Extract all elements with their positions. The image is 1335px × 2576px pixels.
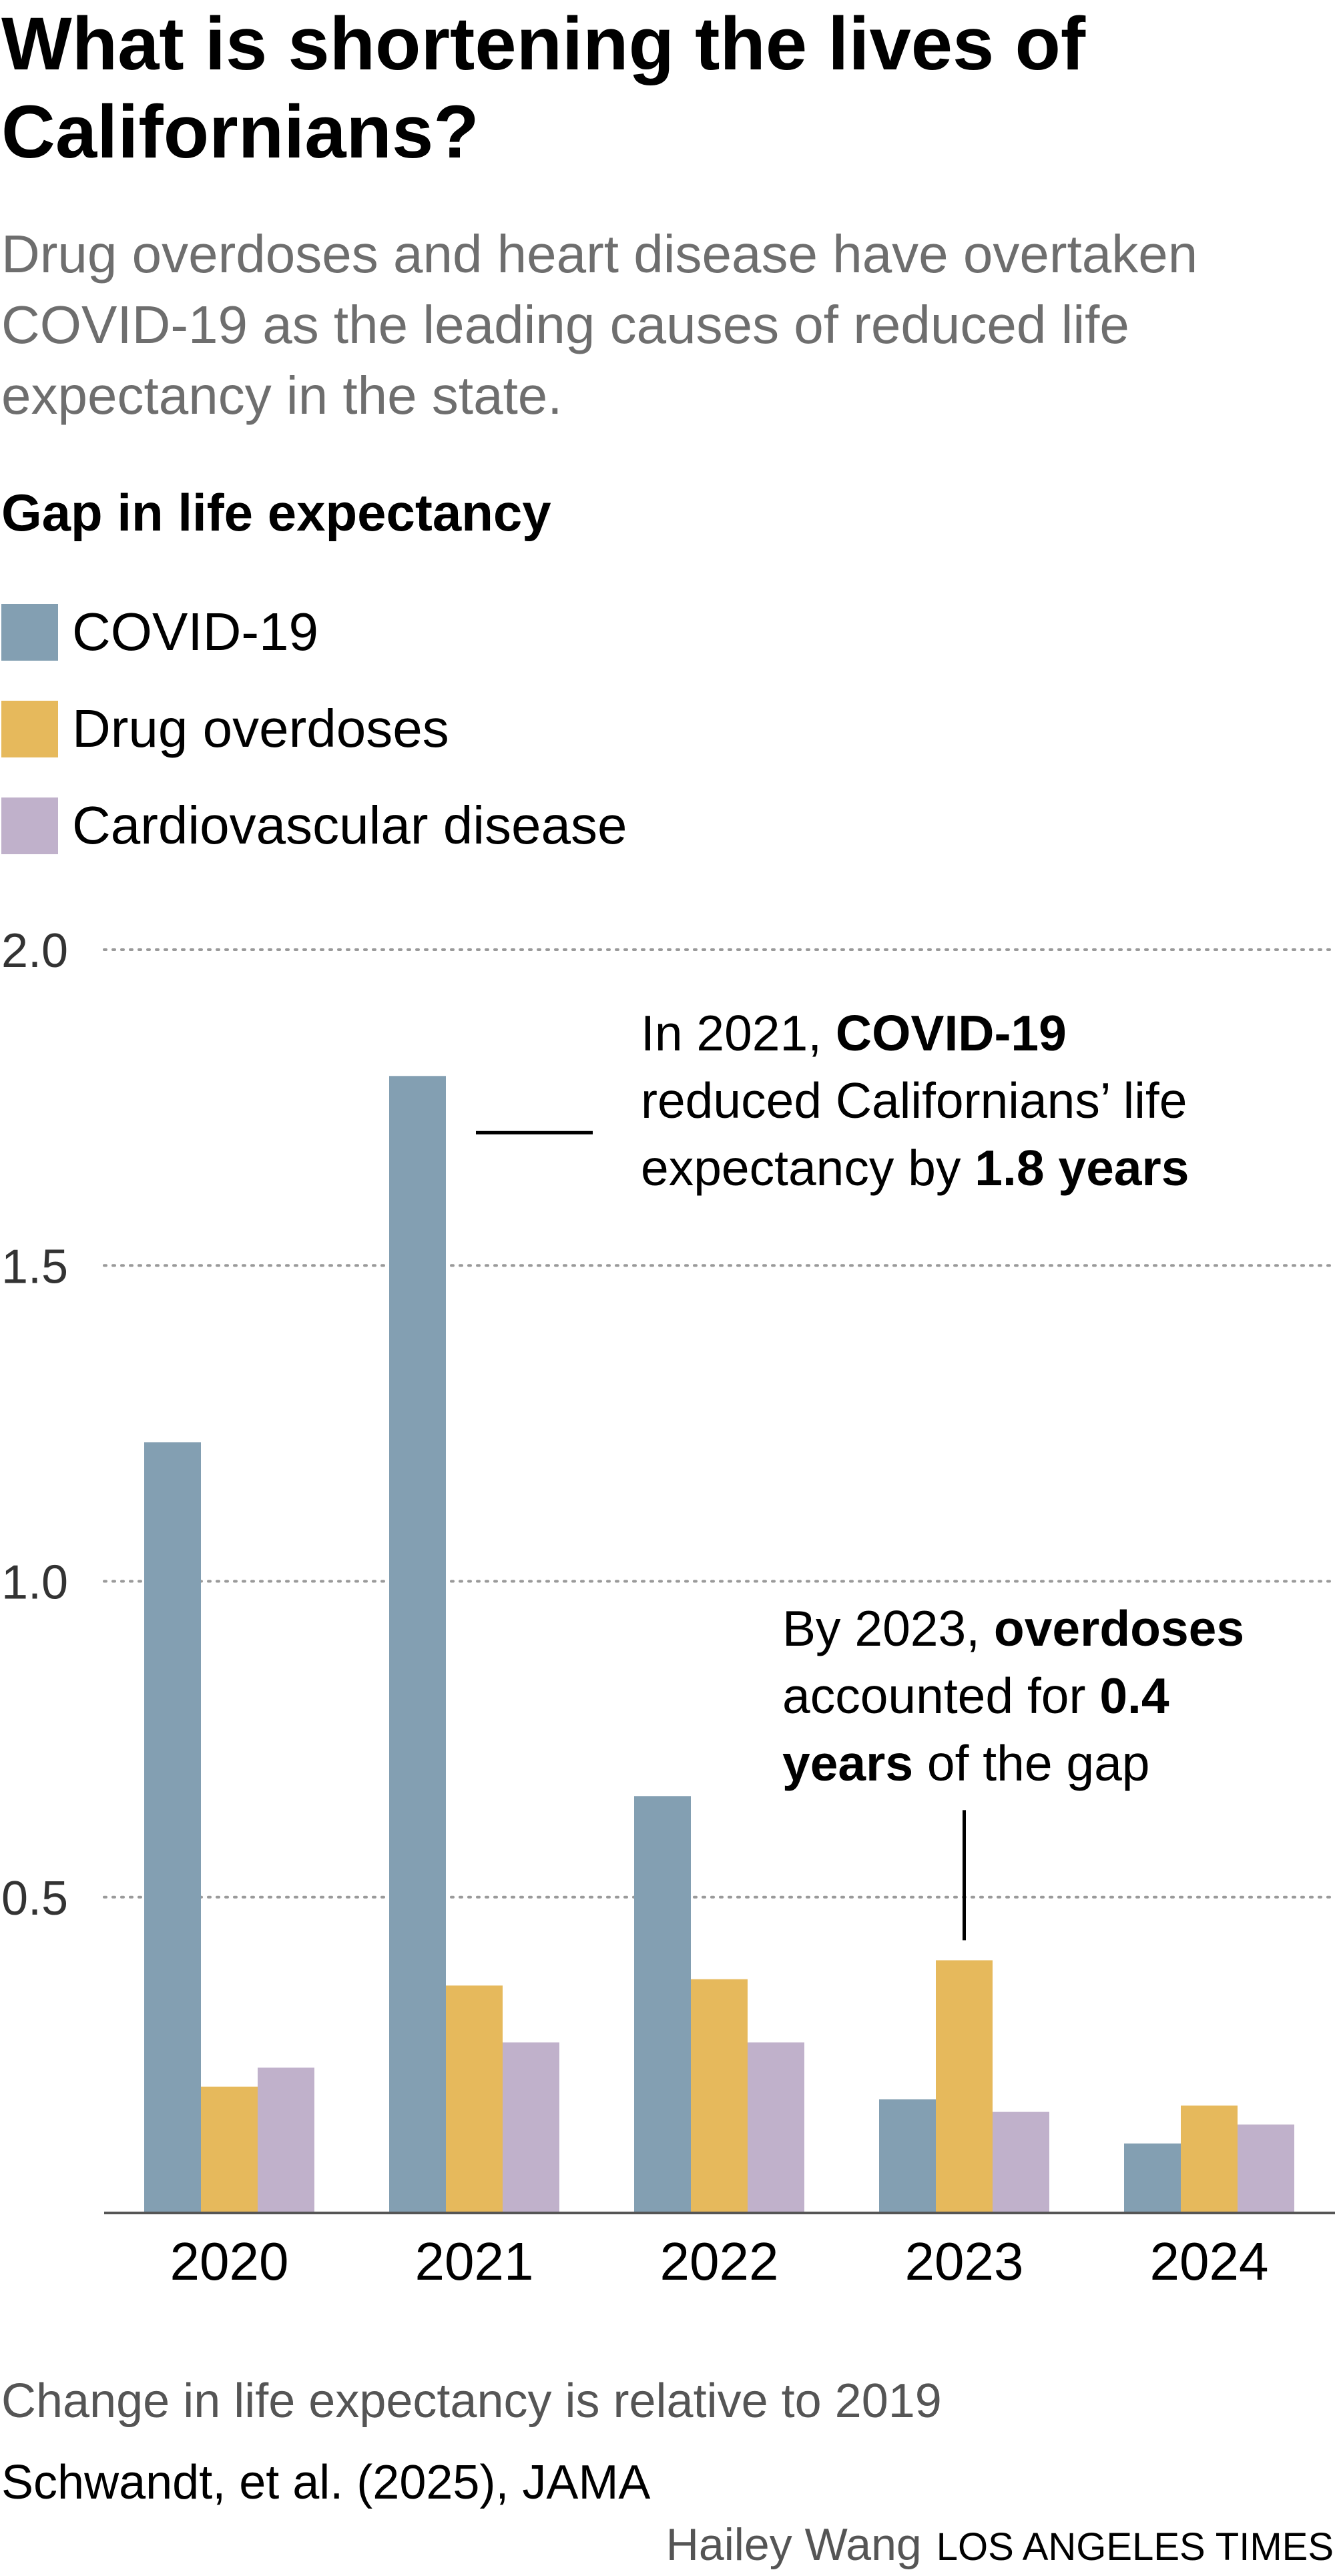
x-tick-label: 2023	[905, 2232, 1024, 2291]
annotation-text-part: 1.8 years	[975, 1140, 1189, 1196]
annotation-overdoses-2023: By 2023, overdoses accounted for 0.4 yea…	[782, 1595, 1303, 1797]
annotation-text-part: In 2021,	[641, 1005, 836, 1061]
credit-row: Hailey Wang LOS ANGELES TIMES	[666, 2516, 1334, 2576]
annotation-text-part: reduced Californians’ life expectancy by	[641, 1072, 1187, 1196]
x-tick-label: 2024	[1150, 2232, 1269, 2291]
y-tick-label: 1.5	[1, 1240, 68, 1293]
bar-drug-overdoses-2021	[446, 1985, 503, 2213]
bar-covid-19-2021	[389, 1076, 446, 2213]
chart-title: Gap in life expectancy	[1, 483, 551, 542]
legend-label-covid: COVID-19	[72, 602, 318, 661]
bar-drug-overdoses-2020	[201, 2086, 258, 2213]
legend-swatch-covid	[1, 604, 58, 661]
annotation-covid-2021: In 2021, COVID-19 reduced Californians’ …	[641, 1000, 1242, 1202]
chart-source: Schwandt, et al. (2025), JAMA	[1, 2456, 651, 2509]
legend-label-cardiovascular: Cardiovascular disease	[72, 795, 627, 855]
bar-cardiovascular-disease-2020	[258, 2067, 314, 2213]
bar-cardiovascular-disease-2023	[993, 2112, 1049, 2213]
bar-drug-overdoses-2023	[936, 1960, 993, 2213]
bar-drug-overdoses-2024	[1181, 2106, 1238, 2213]
byline: Hailey Wang	[665, 2519, 922, 2570]
annotation-text-part: overdoses	[993, 1600, 1245, 1656]
bar-covid-19-2024	[1124, 2143, 1181, 2213]
legend-item-covid: COVID-19	[0, 602, 934, 701]
annotation-text-part: By 2023,	[782, 1600, 994, 1656]
legend-item-cardiovascular: Cardiovascular disease	[0, 795, 934, 894]
annotation-text-part: of the gap	[913, 1735, 1150, 1791]
chart-note: Change in life expectancy is relative to…	[1, 2374, 942, 2428]
annotation-text-part: 0.4 years	[782, 1668, 1169, 1791]
x-tick-label: 2021	[415, 2232, 534, 2291]
dek: Drug overdoses and heart disease have ov…	[1, 224, 1198, 425]
bar-cardiovascular-disease-2022	[748, 2042, 804, 2213]
legend-swatch-drug-overdoses	[1, 701, 58, 757]
x-tick-label: 2020	[170, 2232, 289, 2291]
annotation-text-part: accounted for	[782, 1668, 1100, 1724]
legend: COVID-19 Drug overdoses Cardiovascular d…	[0, 602, 934, 894]
headline: What is shortening the lives of Californ…	[1, 2, 1086, 174]
bar-cardiovascular-disease-2021	[503, 2042, 559, 2213]
bar-covid-19-2020	[144, 1442, 201, 2213]
bar-covid-19-2023	[879, 2099, 936, 2213]
legend-label-drug-overdoses: Drug overdoses	[72, 699, 449, 758]
legend-swatch-cardiovascular	[1, 797, 58, 854]
bar-drug-overdoses-2022	[691, 1979, 748, 2213]
y-tick-label: 2.0	[1, 924, 68, 978]
x-tick-label: 2022	[660, 2232, 779, 2291]
annotation-text-part: COVID-19	[835, 1005, 1067, 1061]
y-tick-label: 1.0	[1, 1556, 68, 1610]
bar-covid-19-2022	[634, 1796, 691, 2213]
legend-item-drug-overdoses: Drug overdoses	[0, 699, 934, 797]
outlet-name: LOS ANGELES TIMES	[936, 2525, 1334, 2569]
bar-cardiovascular-disease-2024	[1238, 2124, 1294, 2213]
y-tick-label: 0.5	[1, 1872, 68, 1925]
